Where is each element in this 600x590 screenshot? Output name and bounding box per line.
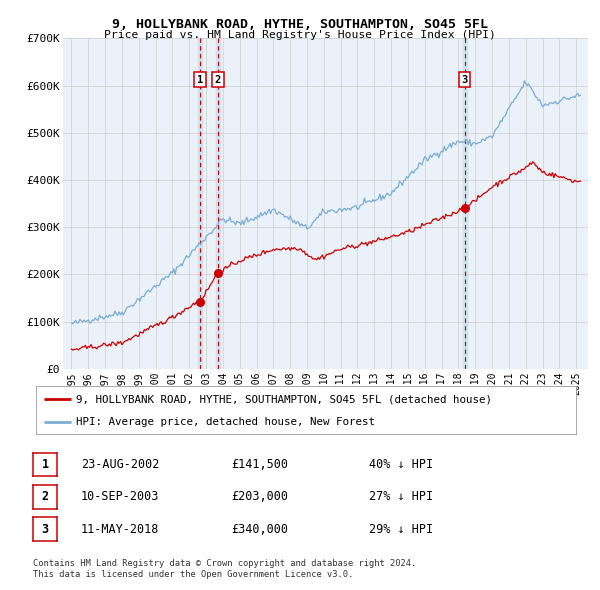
Text: £141,500: £141,500 — [231, 458, 288, 471]
Text: 11-MAY-2018: 11-MAY-2018 — [81, 523, 160, 536]
Text: 10-SEP-2003: 10-SEP-2003 — [81, 490, 160, 503]
Text: Contains HM Land Registry data © Crown copyright and database right 2024.: Contains HM Land Registry data © Crown c… — [33, 559, 416, 568]
Text: 1: 1 — [197, 75, 203, 84]
Text: Price paid vs. HM Land Registry's House Price Index (HPI): Price paid vs. HM Land Registry's House … — [104, 30, 496, 40]
Text: 2: 2 — [215, 75, 221, 84]
Text: 3: 3 — [461, 75, 468, 84]
Text: 29% ↓ HPI: 29% ↓ HPI — [369, 523, 433, 536]
Bar — [463, 38, 467, 369]
Text: 9, HOLLYBANK ROAD, HYTHE, SOUTHAMPTON, SO45 5FL (detached house): 9, HOLLYBANK ROAD, HYTHE, SOUTHAMPTON, S… — [77, 394, 493, 404]
Text: HPI: Average price, detached house, New Forest: HPI: Average price, detached house, New … — [77, 417, 376, 427]
Bar — [198, 38, 202, 369]
Text: 23-AUG-2002: 23-AUG-2002 — [81, 458, 160, 471]
Bar — [216, 38, 220, 369]
Text: 40% ↓ HPI: 40% ↓ HPI — [369, 458, 433, 471]
Text: This data is licensed under the Open Government Licence v3.0.: This data is licensed under the Open Gov… — [33, 571, 353, 579]
Text: £203,000: £203,000 — [231, 490, 288, 503]
Text: 9, HOLLYBANK ROAD, HYTHE, SOUTHAMPTON, SO45 5FL: 9, HOLLYBANK ROAD, HYTHE, SOUTHAMPTON, S… — [112, 18, 488, 31]
Text: 3: 3 — [41, 523, 49, 536]
Text: 2: 2 — [41, 490, 49, 503]
Text: 1: 1 — [41, 458, 49, 471]
Text: 27% ↓ HPI: 27% ↓ HPI — [369, 490, 433, 503]
Text: £340,000: £340,000 — [231, 523, 288, 536]
